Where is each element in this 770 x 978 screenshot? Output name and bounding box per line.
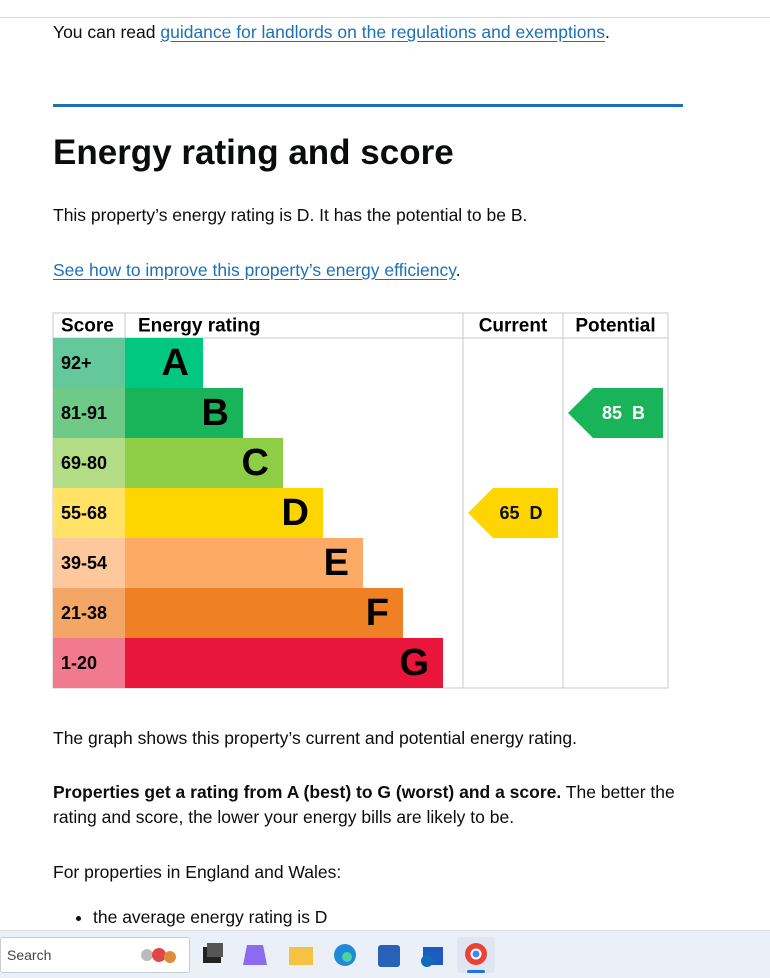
band-letter: A <box>162 342 189 384</box>
taskbar: Search <box>0 930 770 978</box>
epc-graph: Score Energy rating Current Potential 92+ A 81… <box>52 312 669 689</box>
band-score: 81-91 <box>61 403 107 423</box>
band-score: 21-38 <box>61 603 107 623</box>
band-letter: G <box>399 642 429 684</box>
score-cell <box>53 538 125 588</box>
intro: You can read guidance for landlords on t… <box>53 20 610 45</box>
top-border <box>0 17 770 18</box>
band-letter: F <box>366 592 389 634</box>
link[interactable]: guidance for landlords on the regulation… <box>160 22 605 42</box>
score-cell <box>53 588 125 638</box>
band-letter: D <box>282 492 309 534</box>
heading: Energy rating and score <box>53 133 454 172</box>
column-header: Score <box>61 316 114 337</box>
score-cell <box>53 338 125 388</box>
score-cell <box>53 388 125 438</box>
band-score: 69-80 <box>61 453 107 473</box>
search-decoration <box>141 948 176 963</box>
rating-score: 85 <box>602 403 622 423</box>
rating-arrow <box>568 388 663 438</box>
band-letter: B <box>202 392 229 434</box>
column-header: Current <box>479 316 548 337</box>
text: . <box>455 260 461 280</box>
column-header: Energy rating <box>138 316 260 337</box>
rating-arrow <box>468 488 558 538</box>
bullet-list: the average energy rating is D <box>53 905 327 930</box>
band-bar <box>125 438 283 488</box>
score-cell <box>53 438 125 488</box>
search-box[interactable]: Search <box>0 937 190 973</box>
rating-label: 65 D <box>499 503 542 523</box>
band-bar <box>125 488 323 538</box>
rating-label: 85 B <box>602 403 645 423</box>
band-score: 92+ <box>61 353 92 373</box>
column-header: Potential <box>575 316 655 337</box>
bullet: the average energy rating is D <box>93 905 327 930</box>
section-rule <box>53 104 683 107</box>
band-letter: C <box>242 442 269 484</box>
taskbar-icons[interactable] <box>195 937 505 973</box>
band-bar <box>125 588 403 638</box>
rating-letter: B <box>632 403 645 423</box>
text: You can read <box>53 22 161 42</box>
band-bar <box>125 388 243 438</box>
link[interactable]: See how to improve this property’s energ… <box>53 260 456 280</box>
rating-score: 65 <box>499 503 519 523</box>
band-score: 1-20 <box>61 653 97 673</box>
band-bar <box>125 538 363 588</box>
rating-letter: D <box>530 503 543 523</box>
region: For properties in England and Wales: <box>53 862 342 882</box>
summary: This property’s energy rating is D. It h… <box>53 205 528 225</box>
rating-info: Properties get a rating from A (best) to… <box>53 780 683 830</box>
score-cell <box>53 488 125 538</box>
band-letter: E <box>324 542 349 584</box>
score-cell <box>53 638 125 688</box>
band-bar <box>125 638 443 688</box>
bold-text: Properties get a rating from A (best) to… <box>53 782 562 802</box>
search-label: Search <box>7 947 52 963</box>
band-score: 39-54 <box>61 553 107 573</box>
band-score: 55-68 <box>61 503 107 523</box>
text: The better the rating and score, the low… <box>53 782 675 827</box>
graph-note: The graph shows this property’s current … <box>53 728 578 748</box>
text: . <box>604 22 610 42</box>
improve: See how to improve this property’s energ… <box>53 258 461 283</box>
band-bar <box>125 338 203 388</box>
